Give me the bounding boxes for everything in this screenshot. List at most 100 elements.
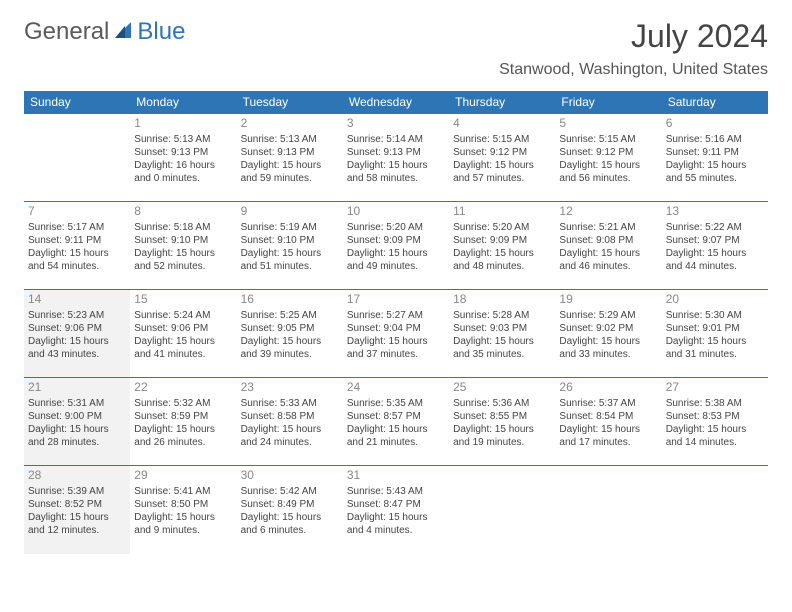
sunset-text: Sunset: 9:06 PM [134, 322, 232, 335]
day-number: 20 [666, 292, 764, 308]
sunrise-text: Sunrise: 5:33 AM [241, 397, 339, 410]
daylight-text: Daylight: 15 hours and 28 minutes. [28, 423, 126, 449]
day-info: Sunrise: 5:35 AMSunset: 8:57 PMDaylight:… [347, 397, 445, 449]
calendar-week-row: 21Sunrise: 5:31 AMSunset: 9:00 PMDayligh… [24, 378, 768, 466]
sunrise-text: Sunrise: 5:43 AM [347, 485, 445, 498]
day-number: 17 [347, 292, 445, 308]
day-number: 3 [347, 116, 445, 132]
sunrise-text: Sunrise: 5:16 AM [666, 133, 764, 146]
calendar-day-cell: 13Sunrise: 5:22 AMSunset: 9:07 PMDayligh… [662, 202, 768, 290]
sunset-text: Sunset: 8:49 PM [241, 498, 339, 511]
sunrise-text: Sunrise: 5:38 AM [666, 397, 764, 410]
calendar-day-cell: 18Sunrise: 5:28 AMSunset: 9:03 PMDayligh… [449, 290, 555, 378]
daylight-text: Daylight: 15 hours and 48 minutes. [453, 247, 551, 273]
sunrise-text: Sunrise: 5:39 AM [28, 485, 126, 498]
day-info: Sunrise: 5:14 AMSunset: 9:13 PMDaylight:… [347, 133, 445, 185]
calendar-day-cell [24, 114, 130, 202]
day-number: 1 [134, 116, 232, 132]
sunrise-text: Sunrise: 5:29 AM [559, 309, 657, 322]
calendar-day-cell [662, 466, 768, 554]
calendar-day-cell: 16Sunrise: 5:25 AMSunset: 9:05 PMDayligh… [237, 290, 343, 378]
sunrise-text: Sunrise: 5:37 AM [559, 397, 657, 410]
sunset-text: Sunset: 9:08 PM [559, 234, 657, 247]
sunrise-text: Sunrise: 5:28 AM [453, 309, 551, 322]
calendar-day-cell: 15Sunrise: 5:24 AMSunset: 9:06 PMDayligh… [130, 290, 236, 378]
day-info: Sunrise: 5:27 AMSunset: 9:04 PMDaylight:… [347, 309, 445, 361]
sunrise-text: Sunrise: 5:13 AM [241, 133, 339, 146]
sunset-text: Sunset: 8:58 PM [241, 410, 339, 423]
day-info: Sunrise: 5:22 AMSunset: 9:07 PMDaylight:… [666, 221, 764, 273]
daylight-text: Daylight: 15 hours and 37 minutes. [347, 335, 445, 361]
daylight-text: Daylight: 15 hours and 9 minutes. [134, 511, 232, 537]
calendar-day-cell: 14Sunrise: 5:23 AMSunset: 9:06 PMDayligh… [24, 290, 130, 378]
day-info: Sunrise: 5:21 AMSunset: 9:08 PMDaylight:… [559, 221, 657, 273]
day-info: Sunrise: 5:23 AMSunset: 9:06 PMDaylight:… [28, 309, 126, 361]
weekday-header: Thursday [449, 91, 555, 114]
calendar-day-cell: 24Sunrise: 5:35 AMSunset: 8:57 PMDayligh… [343, 378, 449, 466]
calendar-day-cell: 8Sunrise: 5:18 AMSunset: 9:10 PMDaylight… [130, 202, 236, 290]
day-number: 27 [666, 380, 764, 396]
sunset-text: Sunset: 9:03 PM [453, 322, 551, 335]
sunrise-text: Sunrise: 5:22 AM [666, 221, 764, 234]
sunset-text: Sunset: 9:11 PM [28, 234, 126, 247]
day-info: Sunrise: 5:13 AMSunset: 9:13 PMDaylight:… [241, 133, 339, 185]
daylight-text: Daylight: 15 hours and 58 minutes. [347, 159, 445, 185]
sunrise-text: Sunrise: 5:32 AM [134, 397, 232, 410]
calendar-day-cell: 5Sunrise: 5:15 AMSunset: 9:12 PMDaylight… [555, 114, 661, 202]
calendar-day-cell: 29Sunrise: 5:41 AMSunset: 8:50 PMDayligh… [130, 466, 236, 554]
daylight-text: Daylight: 15 hours and 33 minutes. [559, 335, 657, 361]
day-info: Sunrise: 5:15 AMSunset: 9:12 PMDaylight:… [559, 133, 657, 185]
day-info: Sunrise: 5:29 AMSunset: 9:02 PMDaylight:… [559, 309, 657, 361]
location-text: Stanwood, Washington, United States [499, 61, 768, 79]
daylight-text: Daylight: 15 hours and 17 minutes. [559, 423, 657, 449]
day-info: Sunrise: 5:18 AMSunset: 9:10 PMDaylight:… [134, 221, 232, 273]
daylight-text: Daylight: 15 hours and 24 minutes. [241, 423, 339, 449]
weekday-header: Sunday [24, 91, 130, 114]
sunrise-text: Sunrise: 5:18 AM [134, 221, 232, 234]
daylight-text: Daylight: 15 hours and 14 minutes. [666, 423, 764, 449]
day-info: Sunrise: 5:13 AMSunset: 9:13 PMDaylight:… [134, 133, 232, 185]
daylight-text: Daylight: 15 hours and 35 minutes. [453, 335, 551, 361]
sunset-text: Sunset: 8:57 PM [347, 410, 445, 423]
sunset-text: Sunset: 9:13 PM [134, 146, 232, 159]
day-number: 25 [453, 380, 551, 396]
title-block: July 2024 Stanwood, Washington, United S… [499, 18, 768, 79]
day-info: Sunrise: 5:17 AMSunset: 9:11 PMDaylight:… [28, 221, 126, 273]
daylight-text: Daylight: 15 hours and 59 minutes. [241, 159, 339, 185]
sunset-text: Sunset: 9:07 PM [666, 234, 764, 247]
daylight-text: Daylight: 15 hours and 44 minutes. [666, 247, 764, 273]
day-number: 16 [241, 292, 339, 308]
sunset-text: Sunset: 9:13 PM [241, 146, 339, 159]
calendar-day-cell: 19Sunrise: 5:29 AMSunset: 9:02 PMDayligh… [555, 290, 661, 378]
sunset-text: Sunset: 8:47 PM [347, 498, 445, 511]
calendar-day-cell: 9Sunrise: 5:19 AMSunset: 9:10 PMDaylight… [237, 202, 343, 290]
weekday-header: Wednesday [343, 91, 449, 114]
sunrise-text: Sunrise: 5:13 AM [134, 133, 232, 146]
daylight-text: Daylight: 15 hours and 57 minutes. [453, 159, 551, 185]
sunset-text: Sunset: 9:06 PM [28, 322, 126, 335]
calendar-day-cell: 11Sunrise: 5:20 AMSunset: 9:09 PMDayligh… [449, 202, 555, 290]
daylight-text: Daylight: 15 hours and 56 minutes. [559, 159, 657, 185]
day-info: Sunrise: 5:28 AMSunset: 9:03 PMDaylight:… [453, 309, 551, 361]
weekday-header: Tuesday [237, 91, 343, 114]
day-info: Sunrise: 5:20 AMSunset: 9:09 PMDaylight:… [347, 221, 445, 273]
calendar-day-cell: 17Sunrise: 5:27 AMSunset: 9:04 PMDayligh… [343, 290, 449, 378]
day-number: 18 [453, 292, 551, 308]
sunset-text: Sunset: 9:00 PM [28, 410, 126, 423]
sunrise-text: Sunrise: 5:19 AM [241, 221, 339, 234]
sunset-text: Sunset: 9:09 PM [453, 234, 551, 247]
day-number: 31 [347, 468, 445, 484]
calendar-body: 1Sunrise: 5:13 AMSunset: 9:13 PMDaylight… [24, 114, 768, 554]
day-number: 4 [453, 116, 551, 132]
calendar-day-cell: 27Sunrise: 5:38 AMSunset: 8:53 PMDayligh… [662, 378, 768, 466]
sunrise-text: Sunrise: 5:21 AM [559, 221, 657, 234]
day-number: 30 [241, 468, 339, 484]
calendar-day-cell: 4Sunrise: 5:15 AMSunset: 9:12 PMDaylight… [449, 114, 555, 202]
daylight-text: Daylight: 15 hours and 4 minutes. [347, 511, 445, 537]
calendar-week-row: 28Sunrise: 5:39 AMSunset: 8:52 PMDayligh… [24, 466, 768, 554]
daylight-text: Daylight: 15 hours and 52 minutes. [134, 247, 232, 273]
logo-text-general: General [24, 18, 109, 46]
sunset-text: Sunset: 8:53 PM [666, 410, 764, 423]
logo-sail-icon [113, 20, 135, 45]
daylight-text: Daylight: 15 hours and 26 minutes. [134, 423, 232, 449]
